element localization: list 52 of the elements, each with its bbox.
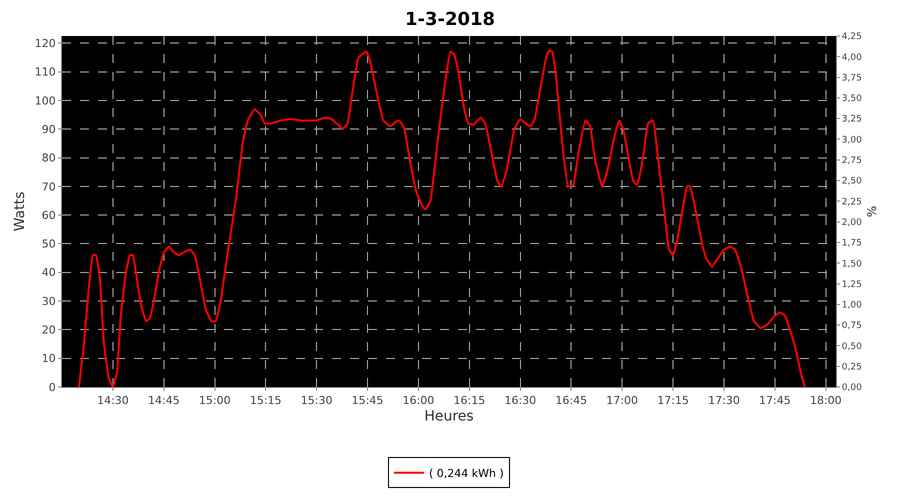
x-tick-label: 14:30 [97, 394, 129, 408]
x-tick-label: 16:30 [504, 394, 536, 408]
x-axis-title: Heures [424, 408, 474, 424]
y-tick-label: 80 [42, 152, 56, 165]
y2-tick-label: 1,50 [842, 259, 862, 270]
y2-tick-label: 3,50 [842, 94, 862, 104]
x-tick-label: 17:00 [606, 394, 638, 408]
y2-tick-label: 1,25 [842, 280, 862, 290]
y2-tick-label: 0,50 [842, 342, 862, 352]
y2-tick-label: 3,00 [842, 135, 862, 146]
x-tick-label: 16:00 [402, 394, 434, 408]
y-tick-label: 100 [34, 94, 56, 108]
x-tick-label: 16:45 [555, 394, 588, 408]
y-tick-label: 120 [34, 37, 56, 50]
x-tick-label: 17:15 [657, 394, 689, 408]
y-tick-label: 90 [42, 122, 56, 136]
x-tick-label: 15:45 [352, 394, 384, 408]
y-tick-label: 60 [42, 208, 56, 222]
y2-tick-label: 4,25 [842, 32, 862, 42]
y2-axis-title: % [865, 206, 879, 218]
y-tick-label: 110 [34, 66, 56, 79]
x-tick-label: 15:15 [250, 394, 282, 408]
x-tick-label: 18:00 [810, 394, 842, 408]
y-tick-label: 30 [42, 294, 56, 308]
y2-tick-label: 2,00 [842, 218, 862, 228]
x-tick-label: 17:45 [759, 394, 791, 408]
legend-label: ( 0,244 kWh ) [429, 466, 504, 480]
y-tick-label: 0 [48, 380, 56, 394]
line-series [78, 49, 806, 387]
y2-tick-label: 1,00 [842, 300, 862, 311]
y2-tick-label: 2,25 [842, 197, 862, 208]
y-tick-label: 40 [42, 266, 56, 280]
x-tick-label: 17:30 [708, 394, 740, 408]
y-tick-label: 20 [42, 324, 56, 337]
y2-tick-label: 0,00 [842, 383, 862, 394]
y2-tick-label: 0,25 [842, 362, 862, 372]
x-tick-label: 15:00 [198, 394, 231, 408]
x-tick-label: 14:45 [148, 394, 180, 408]
y2-tick-label: 3,75 [842, 73, 862, 84]
y2-tick-label: 1,75 [842, 238, 862, 249]
chart-title: 1-3-2018 [404, 9, 496, 30]
y-tick-label: 70 [42, 180, 56, 194]
x-tick-label: 15:30 [300, 394, 332, 408]
y-tick-label: 50 [42, 238, 56, 251]
y2-tick-label: 2,75 [842, 156, 862, 166]
y-axis-title: Watts [12, 192, 28, 232]
y-tick-label: 10 [42, 352, 56, 366]
y2-tick-label: 0,75 [842, 321, 862, 332]
y2-tick-label: 4,00 [842, 52, 862, 63]
x-tick-label: 16:15 [454, 394, 486, 408]
y2-tick-label: 3,25 [842, 114, 862, 125]
y2-tick-label: 2,50 [842, 176, 862, 187]
